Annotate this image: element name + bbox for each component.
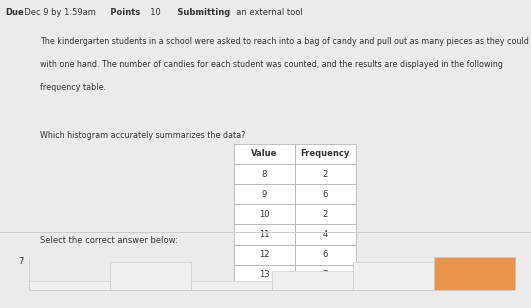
Bar [295, 204, 356, 225]
Text: Due: Due [5, 8, 24, 17]
Text: with one hand. The number of candies for each student was counted, and the resul: with one hand. The number of candies for… [40, 60, 503, 69]
Bar [234, 245, 295, 265]
Text: 7: 7 [322, 270, 328, 279]
Text: 9: 9 [262, 190, 267, 199]
Bar [234, 225, 295, 245]
Bar [295, 184, 356, 204]
Text: 13: 13 [259, 270, 270, 279]
Bar [29, 281, 110, 290]
Text: 11: 11 [259, 230, 269, 239]
Text: frequency table.: frequency table. [40, 83, 106, 92]
Text: 10: 10 [145, 8, 161, 17]
Bar [191, 281, 272, 290]
Bar [272, 271, 353, 290]
Text: Frequency: Frequency [301, 149, 350, 158]
Text: Submitting: Submitting [164, 8, 230, 17]
Text: 12: 12 [259, 250, 269, 259]
Text: 6: 6 [322, 250, 328, 259]
Text: 7: 7 [19, 257, 24, 266]
Bar [234, 204, 295, 225]
Bar [295, 225, 356, 245]
Text: Select the correct answer below:: Select the correct answer below: [40, 237, 177, 245]
Bar [434, 257, 515, 290]
Text: 10: 10 [259, 210, 269, 219]
Bar [234, 184, 295, 204]
Text: 2: 2 [323, 169, 328, 179]
Bar [295, 164, 356, 184]
Bar [234, 164, 295, 184]
Bar [353, 261, 434, 290]
Text: 8: 8 [261, 169, 267, 179]
Text: 2: 2 [323, 210, 328, 219]
Text: Dec 9 by 1:59am: Dec 9 by 1:59am [19, 8, 96, 17]
Bar [110, 261, 191, 290]
Bar [295, 245, 356, 265]
Text: The kindergarten students in a school were asked to reach into a bag of candy an: The kindergarten students in a school we… [40, 37, 529, 46]
Text: Points: Points [96, 8, 140, 17]
Text: Value: Value [251, 149, 277, 158]
Bar [234, 144, 295, 164]
Bar [234, 265, 295, 285]
Text: Which histogram accurately summarizes the data?: Which histogram accurately summarizes th… [40, 131, 245, 140]
Bar [295, 144, 356, 164]
Text: 4: 4 [323, 230, 328, 239]
Text: 6: 6 [322, 190, 328, 199]
Bar [295, 265, 356, 285]
Text: an external tool: an external tool [231, 8, 303, 17]
